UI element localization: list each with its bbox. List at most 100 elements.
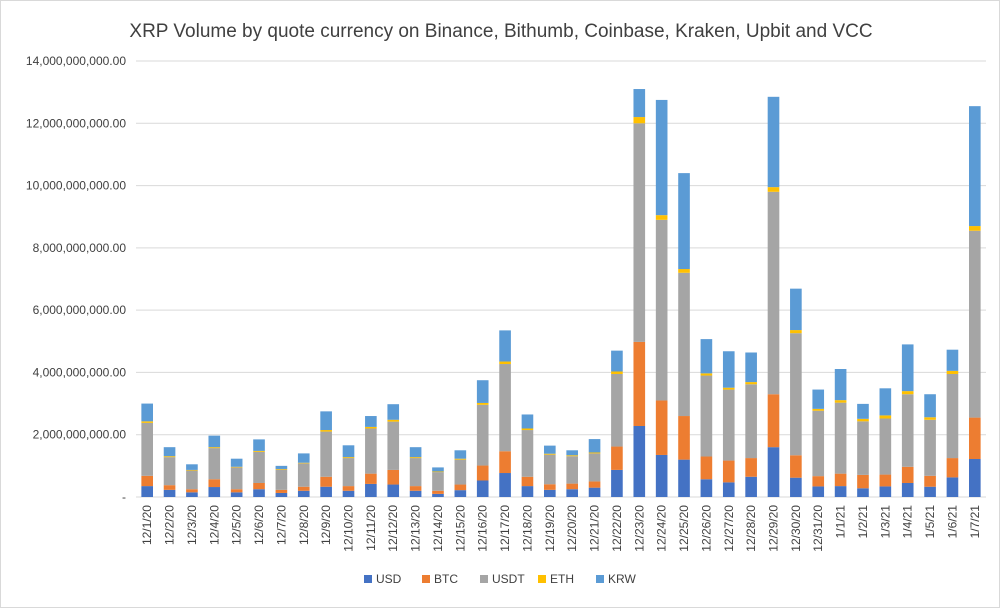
bar-usdt — [387, 421, 400, 470]
x-tick-label: 12/28/20 — [744, 505, 758, 552]
bar-eth — [790, 330, 802, 334]
bar-usd — [544, 489, 556, 497]
legend-swatch-eth — [538, 575, 546, 583]
bar-btc — [186, 489, 198, 493]
bar-eth — [812, 408, 825, 411]
bar-krw — [320, 411, 332, 431]
bar-eth — [141, 421, 153, 423]
bar-eth — [208, 447, 221, 449]
bar-usd — [499, 473, 511, 497]
bar-krw — [745, 352, 757, 383]
bar-usdt — [275, 469, 288, 490]
bar-btc — [566, 483, 578, 490]
x-tick-label: 12/3/20 — [185, 505, 199, 545]
bar-usd — [767, 447, 780, 497]
bar-eth — [969, 226, 981, 231]
bar-usd — [834, 486, 847, 497]
bar-btc — [722, 460, 735, 483]
bar-usdt — [812, 410, 825, 477]
x-tick-label: 1/1/21 — [834, 505, 848, 539]
bar-eth — [253, 450, 265, 452]
bar-usdt — [297, 463, 310, 487]
bar-krw — [790, 288, 802, 331]
bar-usd — [812, 486, 825, 497]
x-tick-label: 1/2/21 — [856, 505, 870, 539]
x-tick-label: 12/5/20 — [230, 505, 244, 545]
bar-usdt — [969, 230, 981, 418]
legend: USD BTC USDT ETH KRW — [364, 572, 636, 586]
bar-usd — [611, 469, 623, 497]
bar-krw — [879, 388, 892, 416]
x-tick-label: 12/1/20 — [140, 505, 154, 545]
bar-usdt — [342, 458, 355, 487]
bar-usd — [901, 482, 914, 497]
bar-krw — [946, 349, 959, 371]
bar-krw — [678, 173, 690, 270]
bar-usd — [141, 486, 153, 497]
bar-usdt — [633, 123, 646, 342]
bar-usdt — [611, 373, 623, 447]
bar-krw — [432, 467, 444, 472]
bar-eth — [186, 469, 198, 471]
y-tick-label: 12,000,000,000.00 — [26, 116, 126, 130]
bar-eth — [633, 117, 646, 124]
x-tick-label: 12/16/20 — [476, 505, 490, 552]
bar-btc — [901, 466, 914, 483]
bar-eth — [678, 269, 690, 273]
y-tick-label: 8,000,000,000.00 — [33, 241, 127, 255]
bar-krw — [566, 450, 578, 456]
bar-btc — [879, 474, 892, 487]
y-tick-label: 6,000,000,000.00 — [33, 303, 127, 317]
y-tick-label: - — [122, 490, 126, 504]
bar-krw — [230, 458, 243, 467]
bar-usdt — [141, 422, 153, 476]
bar-krw — [163, 447, 176, 457]
bar-usd — [476, 480, 489, 497]
y-tick-label: 14,000,000,000.00 — [26, 54, 126, 68]
bar-usdt — [678, 272, 690, 417]
bar-usdt — [186, 470, 198, 490]
x-tick-label: 12/8/20 — [297, 505, 311, 545]
bar-krw — [499, 330, 511, 362]
x-tick-label: 12/30/20 — [789, 505, 803, 552]
gridlines — [136, 60, 986, 498]
x-tick-label: 12/14/20 — [431, 505, 445, 552]
bar-usdt — [901, 394, 914, 467]
x-tick-label: 12/12/20 — [386, 505, 400, 552]
bar-btc — [253, 482, 265, 490]
bar-btc — [342, 486, 355, 491]
bar-btc — [387, 469, 400, 485]
bar-usd — [186, 492, 198, 497]
bar-eth — [722, 387, 735, 390]
bar-usdt — [767, 191, 780, 395]
bar-usdt — [588, 453, 601, 482]
bar-btc — [275, 489, 288, 493]
bar-krw — [342, 445, 355, 458]
bar-usd — [163, 489, 176, 497]
legend-swatch-usd — [364, 575, 372, 583]
bar-eth — [297, 462, 310, 464]
bar-eth — [454, 458, 467, 460]
bar-eth — [566, 455, 578, 457]
bar-btc — [163, 485, 176, 490]
bar-btc — [297, 486, 310, 491]
bar-usdt — [253, 451, 265, 483]
x-tick-label: 12/19/20 — [543, 505, 557, 552]
bar-usd — [588, 487, 601, 497]
bar-btc — [521, 476, 534, 487]
bar-eth — [611, 371, 623, 374]
bar-btc — [499, 451, 511, 474]
x-tick-label: 12/18/20 — [520, 505, 534, 552]
bar-krw — [655, 99, 668, 216]
bar-btc — [924, 475, 936, 487]
bar-usd — [745, 476, 757, 497]
bar-usdt — [320, 431, 332, 477]
bar-usdt — [924, 419, 936, 476]
bar-eth — [409, 457, 422, 459]
bar-usdt — [700, 375, 713, 457]
bar-krw — [365, 416, 377, 427]
bar-eth — [767, 187, 780, 192]
bar-usdt — [834, 402, 847, 474]
bar-krw — [409, 447, 422, 458]
bar-usdt — [655, 219, 668, 401]
